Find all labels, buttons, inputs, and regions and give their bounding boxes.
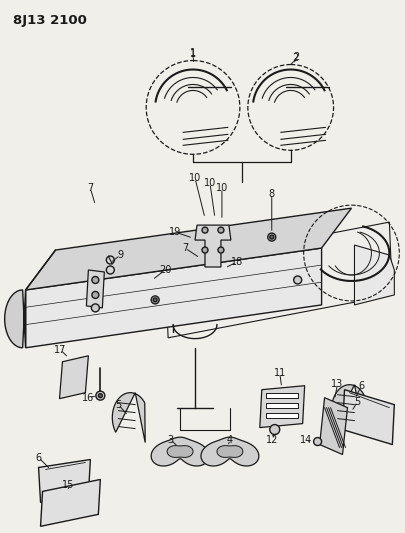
- Text: 6: 6: [358, 381, 364, 391]
- Polygon shape: [165, 222, 392, 338]
- Polygon shape: [38, 459, 90, 503]
- Circle shape: [92, 304, 99, 312]
- Polygon shape: [343, 390, 394, 445]
- Polygon shape: [40, 480, 100, 526]
- Circle shape: [202, 247, 208, 253]
- Polygon shape: [354, 245, 394, 305]
- Circle shape: [218, 247, 224, 253]
- Circle shape: [218, 227, 224, 233]
- Circle shape: [268, 233, 276, 241]
- Text: 8J13 2100: 8J13 2100: [13, 14, 87, 27]
- Polygon shape: [26, 208, 352, 290]
- Text: 3: 3: [167, 434, 173, 445]
- Circle shape: [270, 425, 280, 434]
- Text: 7: 7: [182, 243, 188, 253]
- Circle shape: [98, 394, 102, 398]
- Circle shape: [92, 277, 99, 284]
- Circle shape: [153, 298, 157, 302]
- Polygon shape: [320, 398, 347, 455]
- Text: 20: 20: [159, 265, 171, 275]
- Circle shape: [151, 296, 159, 304]
- Text: 4: 4: [227, 434, 233, 445]
- Text: 1: 1: [190, 47, 196, 58]
- Polygon shape: [86, 270, 104, 308]
- Polygon shape: [5, 290, 26, 348]
- Bar: [266, 402, 298, 408]
- Text: 12: 12: [266, 434, 278, 445]
- Text: 10: 10: [216, 183, 228, 193]
- Polygon shape: [151, 437, 209, 466]
- Polygon shape: [201, 437, 259, 466]
- Text: 5: 5: [115, 400, 122, 410]
- Circle shape: [294, 276, 302, 284]
- Polygon shape: [26, 248, 322, 348]
- Text: 2: 2: [294, 52, 300, 61]
- Text: 7: 7: [87, 183, 94, 193]
- Polygon shape: [332, 385, 364, 434]
- Text: 11: 11: [274, 368, 286, 378]
- Text: 1: 1: [190, 49, 196, 59]
- Text: 8: 8: [269, 189, 275, 199]
- Text: 17: 17: [54, 345, 67, 355]
- Text: 19: 19: [169, 227, 181, 237]
- Polygon shape: [260, 386, 305, 427]
- Polygon shape: [195, 225, 231, 267]
- Text: 18: 18: [231, 257, 243, 267]
- Text: 10: 10: [204, 178, 216, 188]
- Text: 15: 15: [62, 480, 75, 490]
- Text: 5: 5: [354, 397, 360, 407]
- Text: 2: 2: [292, 53, 299, 62]
- Circle shape: [270, 235, 274, 239]
- Text: 13: 13: [331, 378, 344, 389]
- Text: 9: 9: [117, 250, 124, 260]
- Text: 14: 14: [300, 434, 312, 445]
- Circle shape: [313, 438, 322, 446]
- Bar: [266, 393, 298, 398]
- Circle shape: [202, 227, 208, 233]
- Polygon shape: [217, 446, 243, 457]
- Bar: [266, 413, 298, 417]
- Text: 10: 10: [189, 173, 201, 183]
- Polygon shape: [167, 446, 193, 457]
- Polygon shape: [112, 393, 145, 442]
- Circle shape: [96, 391, 105, 400]
- Polygon shape: [60, 356, 88, 399]
- Text: 16: 16: [82, 393, 94, 402]
- Text: 6: 6: [36, 453, 42, 463]
- Circle shape: [92, 292, 99, 298]
